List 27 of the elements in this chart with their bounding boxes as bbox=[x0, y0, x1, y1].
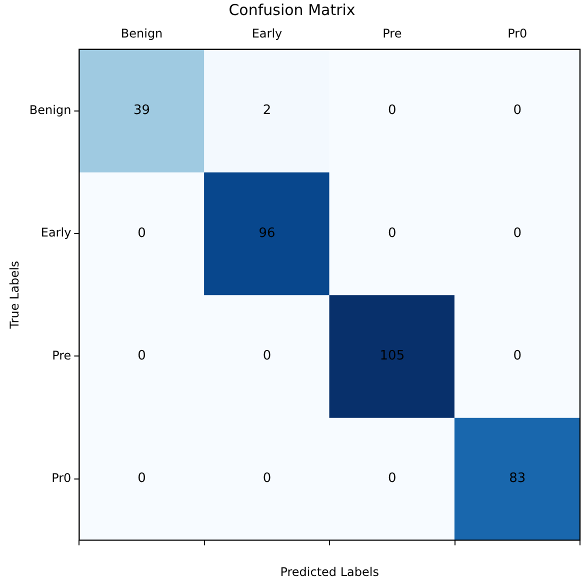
data-label: 0 bbox=[388, 471, 396, 486]
x-tick-label: Pre bbox=[382, 26, 402, 40]
data-label: 0 bbox=[262, 471, 272, 486]
data-label: 2 bbox=[262, 103, 272, 118]
data-label: 0 bbox=[138, 226, 146, 241]
x-tick-label: Pr0 bbox=[508, 26, 528, 40]
y-tick-label: Benign bbox=[29, 102, 72, 117]
chart-title: Confusion Matrix bbox=[228, 0, 356, 19]
y-tick-label: Pre bbox=[52, 348, 72, 362]
data-label: 0 bbox=[262, 348, 272, 364]
x-axis-title: Predicted Labels bbox=[280, 564, 379, 579]
x-tick-label: Benign bbox=[120, 26, 163, 40]
data-label: 39 bbox=[134, 103, 150, 118]
data-label: 0 bbox=[513, 348, 522, 364]
data-label: 0 bbox=[138, 348, 146, 364]
data-label: 0 bbox=[513, 226, 522, 241]
data-label: 105 bbox=[380, 348, 405, 364]
data-label: 0 bbox=[388, 226, 396, 241]
y-tick-label: Pr0 bbox=[52, 470, 72, 485]
y-axis-title: True Labels bbox=[7, 260, 22, 330]
y-tick-label: Early bbox=[40, 226, 72, 240]
x-tick-label: Early bbox=[252, 26, 282, 40]
data-label: 96 bbox=[258, 226, 276, 241]
data-label: 0 bbox=[388, 103, 396, 118]
data-label: 0 bbox=[513, 103, 522, 118]
data-label: 0 bbox=[138, 471, 146, 486]
data-label: 83 bbox=[509, 471, 526, 486]
